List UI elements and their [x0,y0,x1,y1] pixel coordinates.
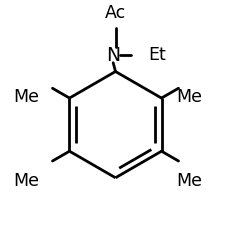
Text: Me: Me [14,88,40,106]
Text: Me: Me [176,172,202,190]
Text: N: N [106,46,120,65]
Text: Me: Me [14,172,40,190]
Text: Ac: Ac [105,4,126,22]
Text: Et: Et [148,46,166,64]
Text: Me: Me [176,88,202,106]
